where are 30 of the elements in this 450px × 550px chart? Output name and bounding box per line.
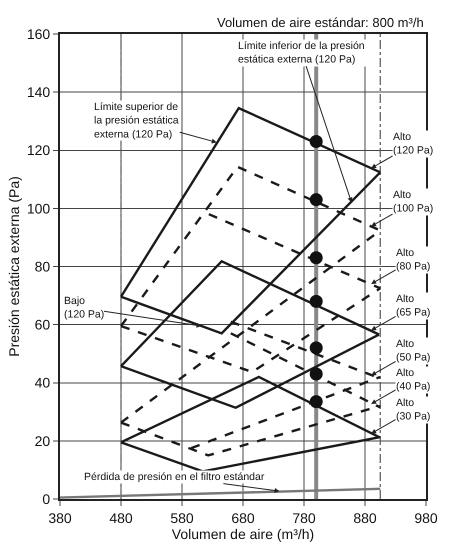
annotation: Alto (50 Pa) (396, 338, 430, 364)
y-tick-label: 80 (34, 258, 50, 274)
annotation: Alto (30 Pa) (396, 397, 430, 423)
y-tick-label: 20 (34, 432, 50, 449)
x-tick-label: 880 (353, 510, 377, 526)
y-tick-label: 100 (26, 200, 50, 216)
y-tick-label: 140 (26, 84, 50, 100)
x-tick-label: 980 (414, 510, 438, 526)
annotation: Alto (100 Pa) (393, 189, 434, 215)
y-tick-label: 40 (34, 374, 50, 391)
annotation: Alto (120 Pa) (393, 131, 434, 157)
x-tick-label: 380 (48, 510, 72, 526)
y-tick-label: 120 (26, 142, 50, 158)
annotation: Alto (40 Pa) (396, 367, 430, 393)
annotation: Límite inferior de la presión estática externa (120 Pa) (238, 40, 365, 66)
annotation: Pérdida de presión en el filtro estándar (84, 471, 265, 483)
x-tick-label: 480 (109, 510, 133, 526)
x-tick-label: 780 (292, 510, 316, 526)
x-axis-title: Volumen de aire (m³/h) (172, 526, 314, 542)
y-axis-title: Presión estática externa (Pa) (6, 176, 22, 357)
y-tick-label: 160 (26, 26, 50, 42)
y-tick-label: 0 (42, 490, 50, 507)
annotation: Alto (80 Pa) (396, 247, 430, 273)
annotation: Límite superior de la presión estática externa (120 Pa) (94, 101, 179, 140)
annotation: Bajo (120 Pa) (64, 295, 104, 321)
text: Volumen de aire estándar: 800 m³/h (217, 15, 424, 30)
annotation: Alto (65 Pa) (396, 293, 430, 319)
y-tick-label: 60 (34, 316, 50, 333)
x-tick-label: 680 (231, 510, 255, 526)
x-tick-label: 580 (170, 510, 194, 526)
